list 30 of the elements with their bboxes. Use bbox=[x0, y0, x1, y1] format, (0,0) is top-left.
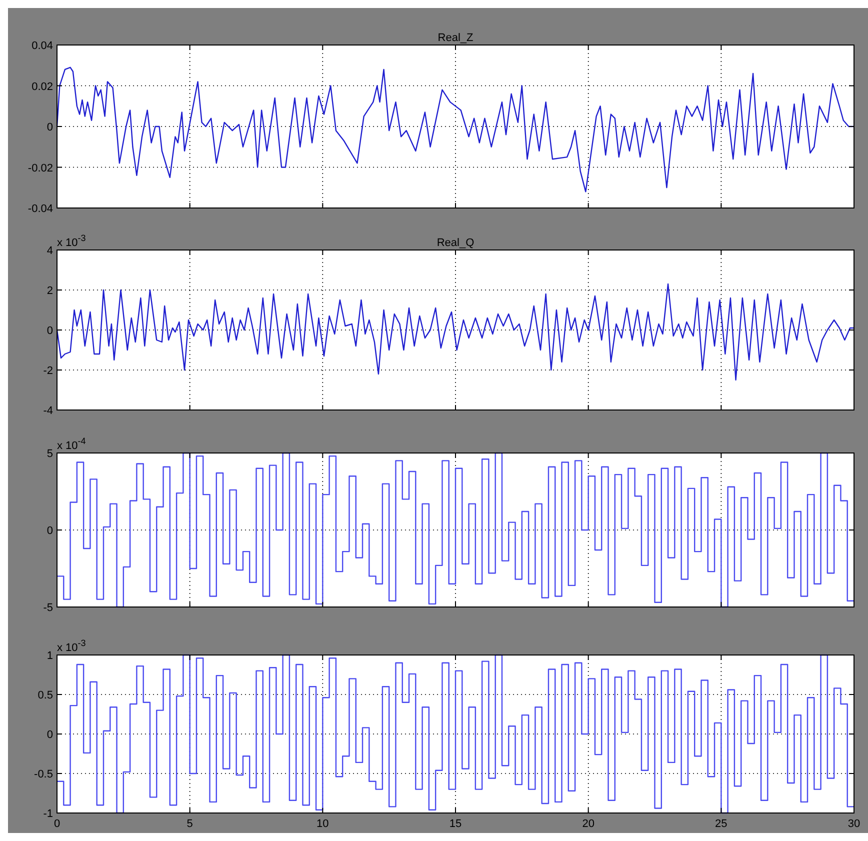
text: x 10$^{-3}$ bbox=[57, 233, 86, 249]
y-tick-label: -2 bbox=[43, 365, 53, 377]
chart-title: Real_Q bbox=[436, 237, 475, 249]
y-tick-label: 5 bbox=[46, 448, 53, 460]
y-tick-label: 0 bbox=[46, 122, 53, 134]
x-tick-label: 5 bbox=[186, 818, 193, 830]
y-tick-label: -1 bbox=[43, 808, 53, 820]
y-tick-label: -0.04 bbox=[28, 203, 53, 215]
y-tick-label: 0 bbox=[46, 325, 53, 337]
y-tick-label: -5 bbox=[43, 602, 53, 614]
y-tick-label: 0.02 bbox=[32, 80, 53, 93]
y-tick-label: -4 bbox=[43, 405, 53, 417]
y-tick-label: -0.5 bbox=[34, 768, 53, 780]
x-tick-label: 30 bbox=[848, 818, 860, 830]
y-tick-label: 0.04 bbox=[32, 40, 53, 52]
y-tick-label: 1 bbox=[46, 650, 53, 662]
x-tick-label: 25 bbox=[715, 818, 728, 830]
text: x 10$^{-4}$ bbox=[57, 436, 86, 452]
line-series bbox=[56, 283, 855, 381]
text: x 10$^{-3}$ bbox=[57, 638, 86, 654]
y-tick-label: 4 bbox=[46, 245, 53, 257]
x-tick-label: 20 bbox=[582, 818, 594, 830]
x-tick-label: 15 bbox=[449, 818, 462, 830]
y-tick-label: 0 bbox=[46, 525, 53, 537]
y-tick-label: -0.02 bbox=[28, 162, 53, 174]
chart-title: Real_Z bbox=[438, 32, 474, 44]
y-tick-label: 0.5 bbox=[38, 690, 53, 702]
y-tick-label: 2 bbox=[46, 285, 53, 297]
y-tick-label: 0 bbox=[46, 729, 53, 741]
x-tick-label: 10 bbox=[316, 818, 329, 830]
